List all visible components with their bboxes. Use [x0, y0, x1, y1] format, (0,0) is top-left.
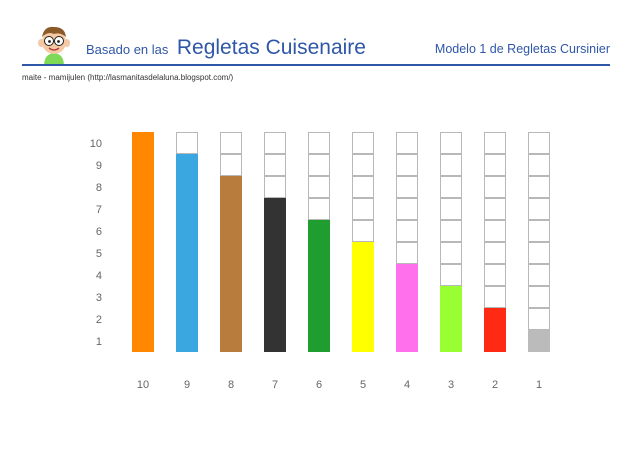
rod-3-cell-4 [440, 264, 462, 286]
rod-bar-2 [484, 308, 506, 352]
rod-1-cell-7 [528, 198, 550, 220]
x-tick-label-2: 2 [492, 379, 498, 391]
rod-1-cell-9 [528, 154, 550, 176]
x-tick-label-4: 4 [404, 379, 410, 391]
rod-bar-3 [440, 286, 462, 352]
x-tick-label-5: 5 [360, 379, 366, 391]
rod-8-cell-9 [220, 154, 242, 176]
rod-4-cell-7 [396, 198, 418, 220]
y-tick-label-10: 10 [90, 138, 102, 150]
rod-bar-4 [396, 264, 418, 352]
x-tick-label-1: 1 [536, 379, 542, 391]
rod-4-cell-5 [396, 242, 418, 264]
rod-5-cell-8 [352, 176, 374, 198]
y-tick-label-7: 7 [96, 204, 102, 216]
rod-7-cell-8 [264, 176, 286, 198]
y-tick-label-9: 9 [96, 160, 102, 172]
y-tick-label-4: 4 [96, 270, 102, 282]
rod-3-cell-8 [440, 176, 462, 198]
rod-2-cell-7 [484, 198, 506, 220]
rod-bar-5 [352, 242, 374, 352]
x-tick-label-10: 10 [137, 379, 149, 391]
rod-2-cell-10 [484, 132, 506, 154]
rod-bar-7 [264, 198, 286, 352]
rod-5-cell-9 [352, 154, 374, 176]
x-tick-label-7: 7 [272, 379, 278, 391]
rod-4-cell-6 [396, 220, 418, 242]
rod-9-cell-10 [176, 132, 198, 154]
rod-2-cell-9 [484, 154, 506, 176]
rod-bar-8 [220, 176, 242, 352]
rod-2-cell-4 [484, 264, 506, 286]
author-credit: maite - mamijulen (http://lasmanitasdela… [22, 73, 234, 82]
rod-4-cell-9 [396, 154, 418, 176]
rod-5-cell-10 [352, 132, 374, 154]
rod-1-cell-4 [528, 264, 550, 286]
rod-3-cell-9 [440, 154, 462, 176]
rod-bar-6 [308, 220, 330, 352]
rod-6-cell-8 [308, 176, 330, 198]
rod-bar-9 [176, 154, 198, 352]
rod-2-cell-8 [484, 176, 506, 198]
x-tick-label-3: 3 [448, 379, 454, 391]
page-title-prefix: Basado en las [86, 42, 169, 57]
rod-5-cell-6 [352, 220, 374, 242]
rod-8-cell-10 [220, 132, 242, 154]
rod-3-cell-7 [440, 198, 462, 220]
rod-6-cell-7 [308, 198, 330, 220]
rod-5-cell-7 [352, 198, 374, 220]
rod-2-cell-5 [484, 242, 506, 264]
page-title: Basado en las Regletas Cuisenaire [86, 36, 366, 60]
rod-7-cell-10 [264, 132, 286, 154]
cartoon-boy-mascot-icon [38, 26, 70, 66]
rod-bar-10 [132, 132, 154, 352]
rod-1-cell-10 [528, 132, 550, 154]
y-tick-label-2: 2 [96, 314, 102, 326]
rod-1-cell-5 [528, 242, 550, 264]
y-tick-label-1: 1 [96, 336, 102, 348]
x-tick-label-6: 6 [316, 379, 322, 391]
page-title-main: Regletas Cuisenaire [176, 36, 366, 59]
rod-7-cell-9 [264, 154, 286, 176]
x-tick-label-9: 9 [184, 379, 190, 391]
rod-3-cell-6 [440, 220, 462, 242]
rod-3-cell-5 [440, 242, 462, 264]
rod-1-cell-3 [528, 286, 550, 308]
rod-4-cell-10 [396, 132, 418, 154]
model-label: Modelo 1 de Regletas Cursinier [434, 42, 610, 56]
rod-4-cell-8 [396, 176, 418, 198]
rod-6-cell-9 [308, 154, 330, 176]
x-tick-label-8: 8 [228, 379, 234, 391]
rod-6-cell-10 [308, 132, 330, 154]
rod-2-cell-3 [484, 286, 506, 308]
y-tick-label-3: 3 [96, 292, 102, 304]
rod-3-cell-10 [440, 132, 462, 154]
rod-1-cell-6 [528, 220, 550, 242]
rod-1-cell-2 [528, 308, 550, 330]
y-tick-label-6: 6 [96, 226, 102, 238]
rod-1-cell-8 [528, 176, 550, 198]
y-tick-label-5: 5 [96, 248, 102, 260]
header-divider [22, 64, 610, 66]
rod-bar-1 [528, 330, 550, 352]
rod-2-cell-6 [484, 220, 506, 242]
y-tick-label-8: 8 [96, 182, 102, 194]
